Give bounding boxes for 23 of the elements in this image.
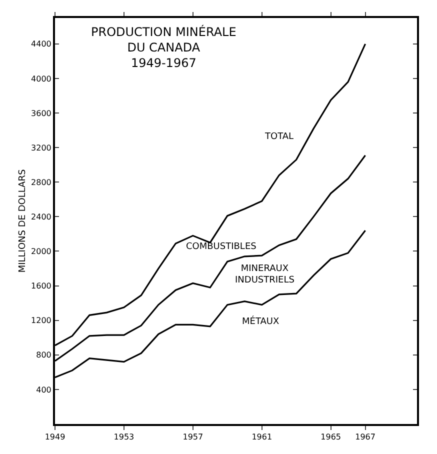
y-tick-label: 2400: [31, 212, 52, 222]
y-tick-label: 3600: [31, 108, 52, 118]
annotation: MÉTAUX: [242, 315, 280, 327]
x-tick-label: 1967: [355, 432, 376, 442]
y-tick-label: 400: [36, 385, 52, 394]
annotation: MINERAUX INDUSTRIELS: [235, 264, 295, 286]
annotation: TOTAL: [264, 132, 294, 142]
y-tick-label: 1600: [31, 282, 52, 291]
text: PRODUCTION MINÉRALE DU CANADA 1949-1967: [91, 24, 236, 70]
y-tick-label: 1200: [31, 316, 52, 326]
y-tick-label: 4400: [31, 40, 52, 49]
y-tick-label: 800: [36, 350, 52, 360]
y-tick-label: 2000: [31, 247, 52, 256]
annotation: COMBUSTIBLES: [186, 242, 257, 252]
x-tick-label: 1957: [182, 432, 204, 442]
y-tick-label: 3200: [31, 143, 52, 152]
x-tick-label: 1965: [320, 432, 341, 442]
y-tick-label: 4000: [31, 74, 52, 84]
y-axis-title: MILLIONS DE DOLLARS: [18, 169, 28, 273]
x-tick-label: 1953: [114, 432, 134, 442]
x-tick-label: 1949: [44, 432, 66, 442]
x-tick-label: 1961: [252, 432, 272, 442]
y-tick-label: 2800: [31, 178, 52, 187]
